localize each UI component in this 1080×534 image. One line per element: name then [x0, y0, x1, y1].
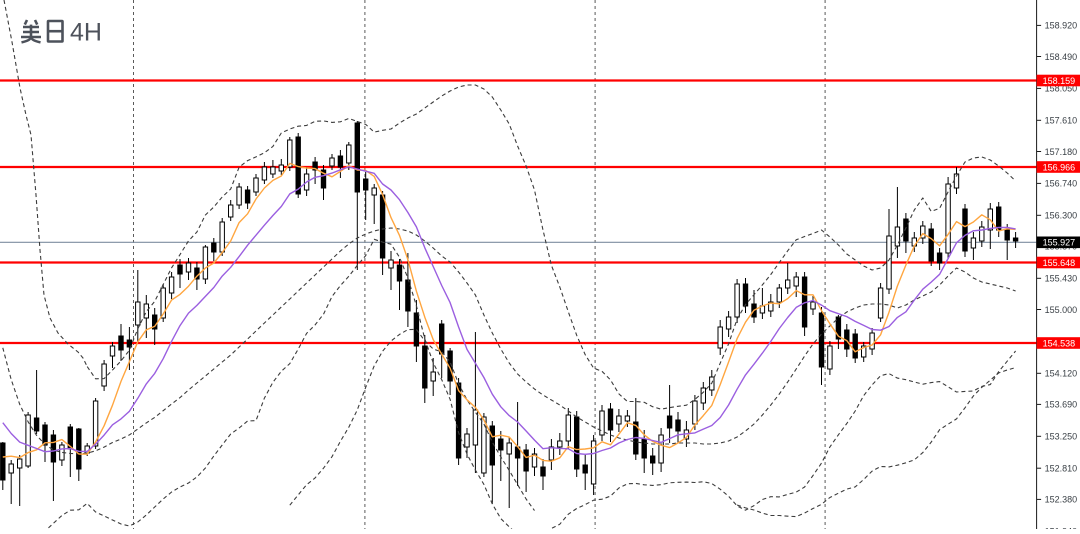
svg-text:152.380: 152.380 [1045, 495, 1078, 505]
svg-text:154.538: 154.538 [1043, 338, 1076, 348]
svg-text:153.250: 153.250 [1045, 432, 1078, 442]
svg-text:156.966: 156.966 [1043, 162, 1076, 172]
svg-text:155.430: 155.430 [1045, 274, 1078, 284]
svg-text:157.610: 157.610 [1045, 116, 1078, 126]
svg-text:155.648: 155.648 [1043, 258, 1076, 268]
svg-text:156.300: 156.300 [1045, 211, 1078, 221]
svg-text:157.180: 157.180 [1045, 147, 1078, 157]
svg-text:158.050: 158.050 [1045, 84, 1078, 94]
svg-text:158.490: 158.490 [1045, 52, 1078, 62]
svg-text:156.740: 156.740 [1045, 179, 1078, 189]
svg-text:152.810: 152.810 [1045, 464, 1078, 474]
svg-text:155.927: 155.927 [1043, 238, 1076, 248]
svg-text:155.000: 155.000 [1045, 305, 1078, 315]
svg-text:4H: 4H [70, 19, 102, 47]
svg-text:158.159: 158.159 [1043, 76, 1076, 86]
svg-text:158.920: 158.920 [1045, 21, 1078, 31]
svg-text:153.690: 153.690 [1045, 400, 1078, 410]
svg-text:154.120: 154.120 [1045, 369, 1078, 379]
